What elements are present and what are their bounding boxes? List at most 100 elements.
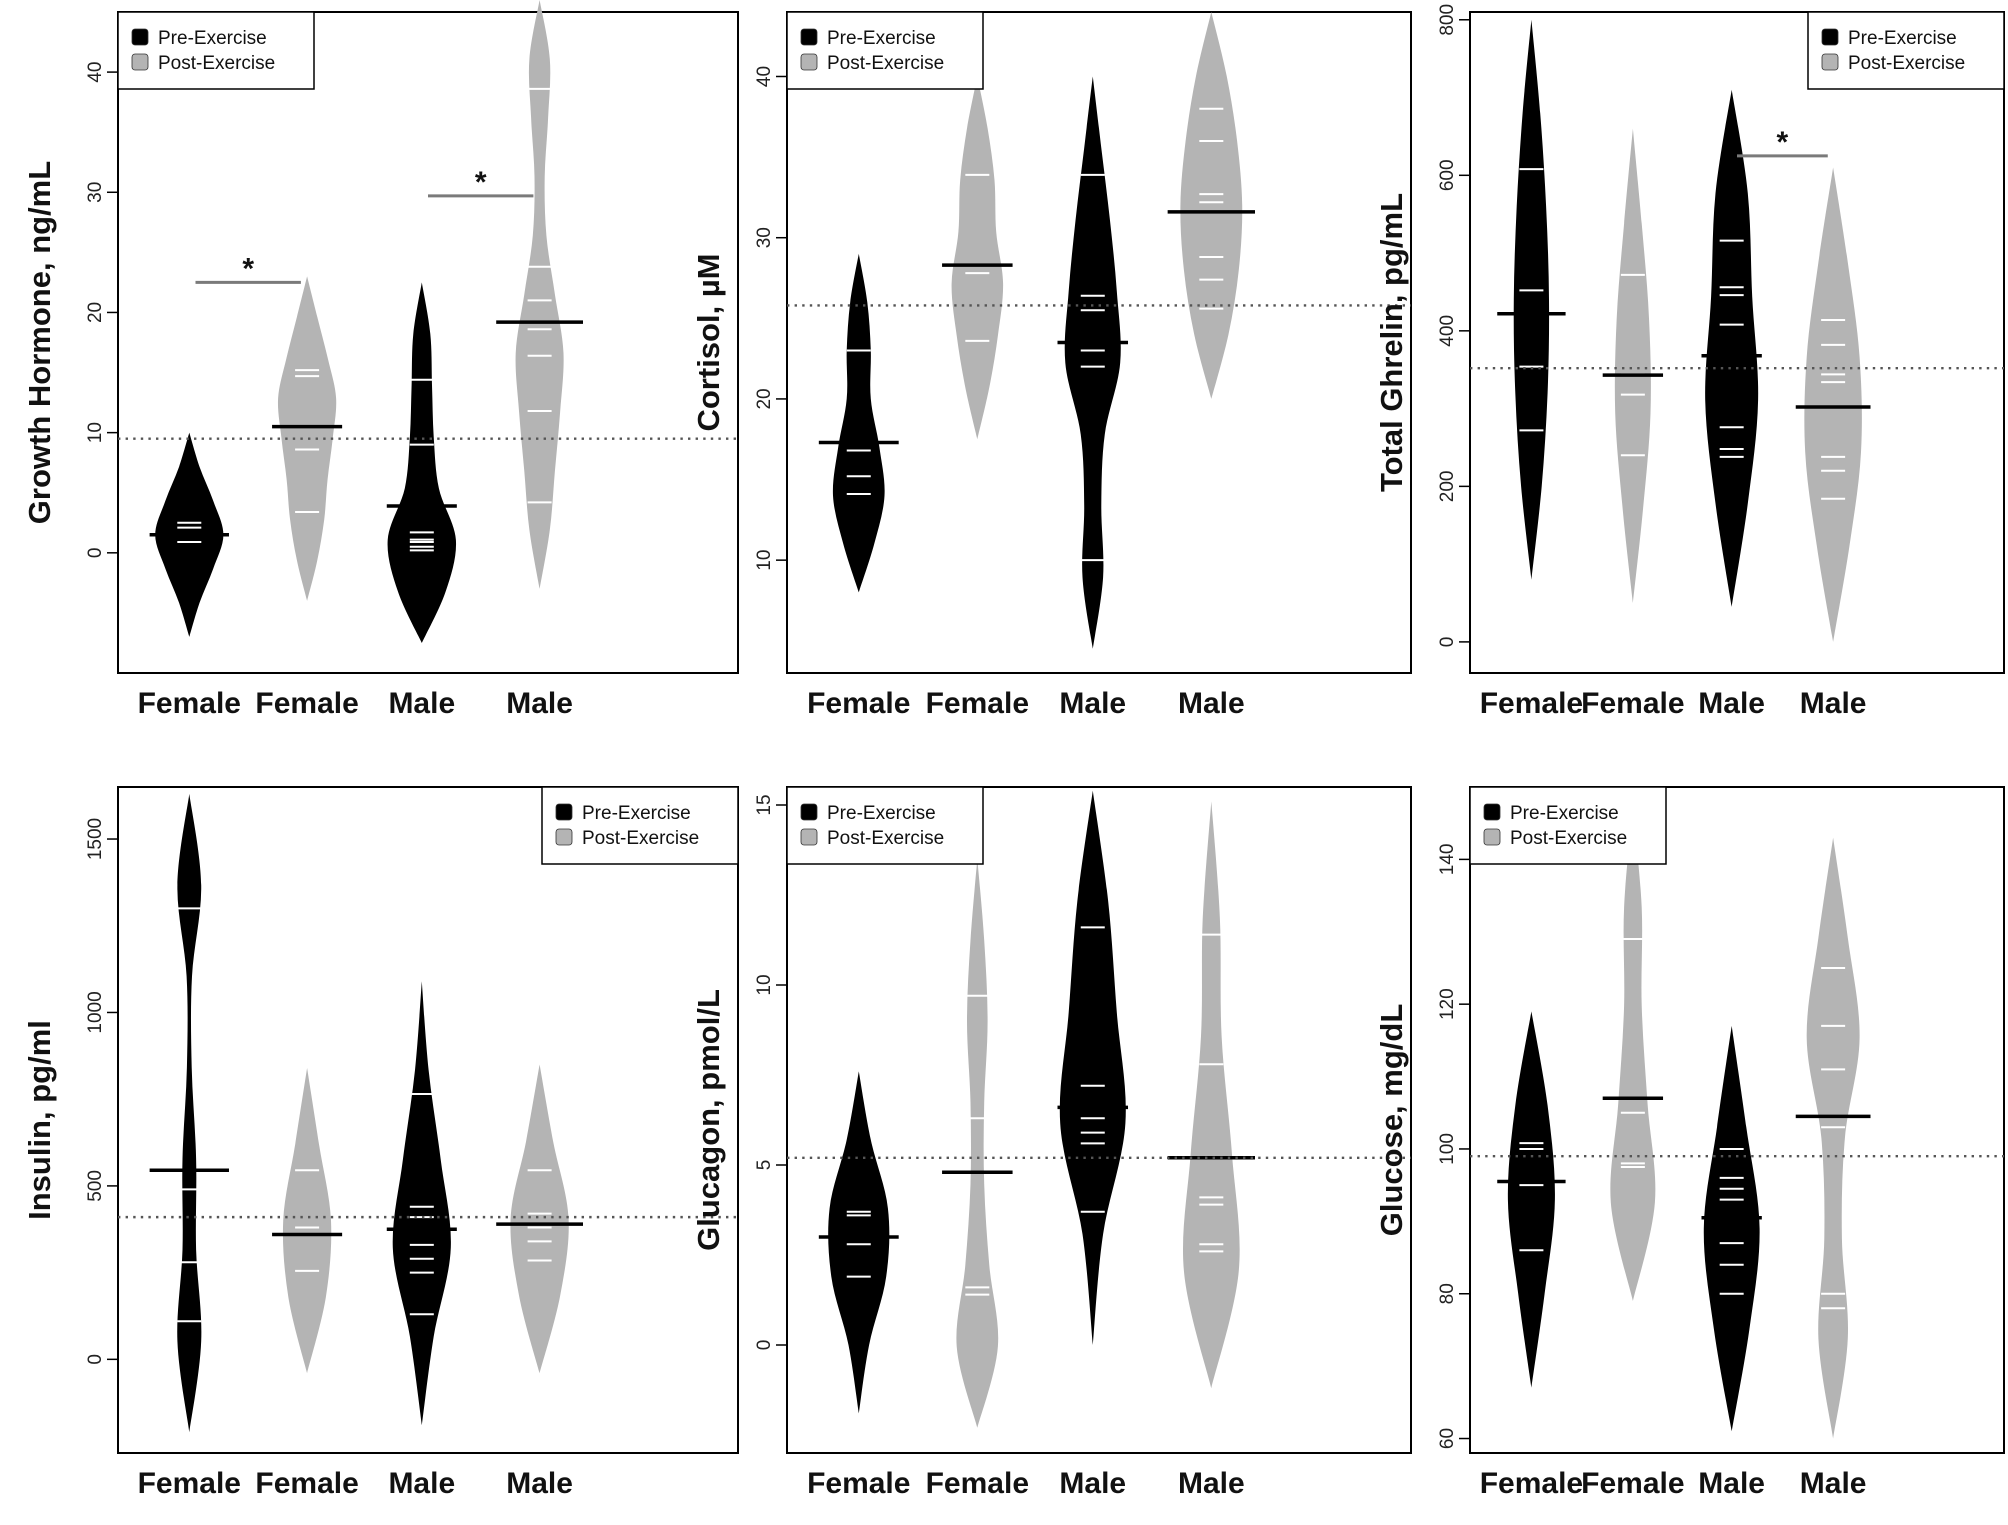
category-label: Female [1581, 687, 1684, 720]
y-tick-label: 80 [1437, 1283, 1458, 1304]
y-axis-label: Total Ghrelin, pg/mL [1374, 193, 1409, 492]
y-tick-label: 400 [1437, 315, 1458, 347]
legend-swatch [1483, 828, 1501, 846]
legend-swatch [1821, 53, 1839, 71]
legend-label: Post-Exercise [1848, 53, 1965, 74]
bean-4 [510, 1064, 569, 1374]
y-tick-label: 5 [754, 1160, 775, 1171]
legend-label: Pre-Exercise [827, 28, 936, 49]
plot-frame [1469, 11, 2005, 674]
y-tick-label: 10 [85, 422, 106, 443]
y-axis-label: Insulin, pg/ml [22, 1020, 57, 1220]
bean-1 [1507, 1011, 1555, 1388]
category-label: Male [1178, 1467, 1245, 1500]
y-tick-label: 30 [754, 227, 775, 248]
category-label: Male [1059, 687, 1126, 720]
legend-swatch [555, 803, 573, 821]
plot-frame [117, 786, 739, 1454]
legend: Pre-Exercise Post-Exercise [117, 11, 315, 90]
y-tick-label: 40 [85, 62, 106, 83]
legend-box [1807, 11, 2005, 90]
y-tick-label: 1500 [85, 818, 106, 860]
bean-2 [1614, 128, 1651, 603]
category-label: Male [506, 687, 573, 720]
y-tick-label: 1000 [85, 991, 106, 1033]
category-label: Female [926, 1467, 1029, 1500]
bean-2 [951, 76, 1004, 440]
bean-4 [1804, 167, 1862, 642]
bean-1 [1513, 19, 1550, 580]
legend: Pre-Exercise Post-Exercise [1807, 11, 2005, 90]
legend-box [1469, 786, 1667, 865]
plot-frame [786, 786, 1412, 1454]
y-tick-label: 40 [754, 66, 775, 87]
legend-label: Post-Exercise [582, 828, 699, 849]
significance-star: * [475, 166, 487, 199]
bean-1 [177, 793, 202, 1433]
y-tick-label: 500 [85, 1170, 106, 1202]
plot-frame [117, 11, 739, 674]
bean-2 [956, 859, 999, 1428]
category-label: Female [807, 687, 910, 720]
category-label: Male [1698, 687, 1765, 720]
panel-3: 0 200 400 600 800 Total Ghrelin, pg/mL FemaleF… [1374, 4, 2005, 720]
y-axis-label: Cortisol, µM [691, 253, 726, 431]
legend-label: Pre-Exercise [1510, 803, 1619, 824]
category-label: Female [255, 687, 358, 720]
category-label: Male [388, 1467, 455, 1500]
legend: Pre-Exercise Post-Exercise [786, 786, 984, 865]
category-label: Female [1581, 1467, 1684, 1500]
panel-2: 10 20 30 40 Cortisol, µM Female Female Male Male… [691, 11, 1412, 720]
y-tick-label: 100 [1437, 1133, 1458, 1165]
y-tick-label: 30 [85, 182, 106, 203]
bean-1 [832, 253, 885, 593]
legend: Pre-Exercise Post-Exercise [541, 786, 739, 865]
bean-3 [392, 981, 451, 1426]
y-axis-label: Glucose, mg/dL [1374, 1004, 1409, 1237]
bean-4 [515, 0, 564, 589]
y-tick-label: 60 [1437, 1428, 1458, 1449]
category-label: Female [926, 687, 1029, 720]
significance-star: * [242, 252, 254, 285]
significance-star: * [1777, 126, 1789, 159]
category-label: Male [1800, 1467, 1867, 1500]
legend-swatch [800, 803, 818, 821]
category-label: Female [138, 687, 241, 720]
bean-2 [282, 1068, 332, 1374]
bean-1 [828, 1071, 890, 1414]
legend-box [541, 786, 739, 865]
category-label: Male [506, 1467, 573, 1500]
legend: Pre-Exercise Post-Exercise [1469, 786, 1667, 865]
category-label: Female [138, 1467, 241, 1500]
legend-box [117, 11, 315, 90]
legend-swatch [131, 53, 149, 71]
panel-1: 0 10 20 30 40 Growth Hormone, ng/mL Female Fema… [22, 0, 739, 720]
legend-swatch [131, 28, 149, 46]
legend: Pre-Exercise Post-Exercise [786, 11, 984, 90]
y-tick-label: 0 [85, 548, 106, 559]
legend-label: Post-Exercise [158, 53, 275, 74]
legend-label: Pre-Exercise [582, 803, 691, 824]
category-label: Female [807, 1467, 910, 1500]
legend-swatch [555, 828, 573, 846]
plot-frame [786, 11, 1412, 674]
bean-4 [1182, 801, 1240, 1389]
legend-swatch [1483, 803, 1501, 821]
category-label: Female [1480, 687, 1583, 720]
y-tick-label: 0 [1437, 637, 1458, 648]
y-tick-label: 10 [754, 550, 775, 571]
category-label: Male [1800, 687, 1867, 720]
y-tick-label: 20 [85, 302, 106, 323]
y-tick-label: 15 [754, 794, 775, 815]
y-tick-label: 10 [754, 974, 775, 995]
panel-4: 0 500 1000 1500 Insulin, pg/ml Female Female Ma… [22, 786, 739, 1500]
bean-4 [1180, 12, 1243, 399]
legend-label: Pre-Exercise [827, 803, 936, 824]
category-label: Male [1178, 687, 1245, 720]
y-tick-label: 600 [1437, 159, 1458, 191]
plot-frame [1469, 786, 2005, 1454]
bean-3 [387, 282, 457, 643]
legend-swatch [800, 828, 818, 846]
